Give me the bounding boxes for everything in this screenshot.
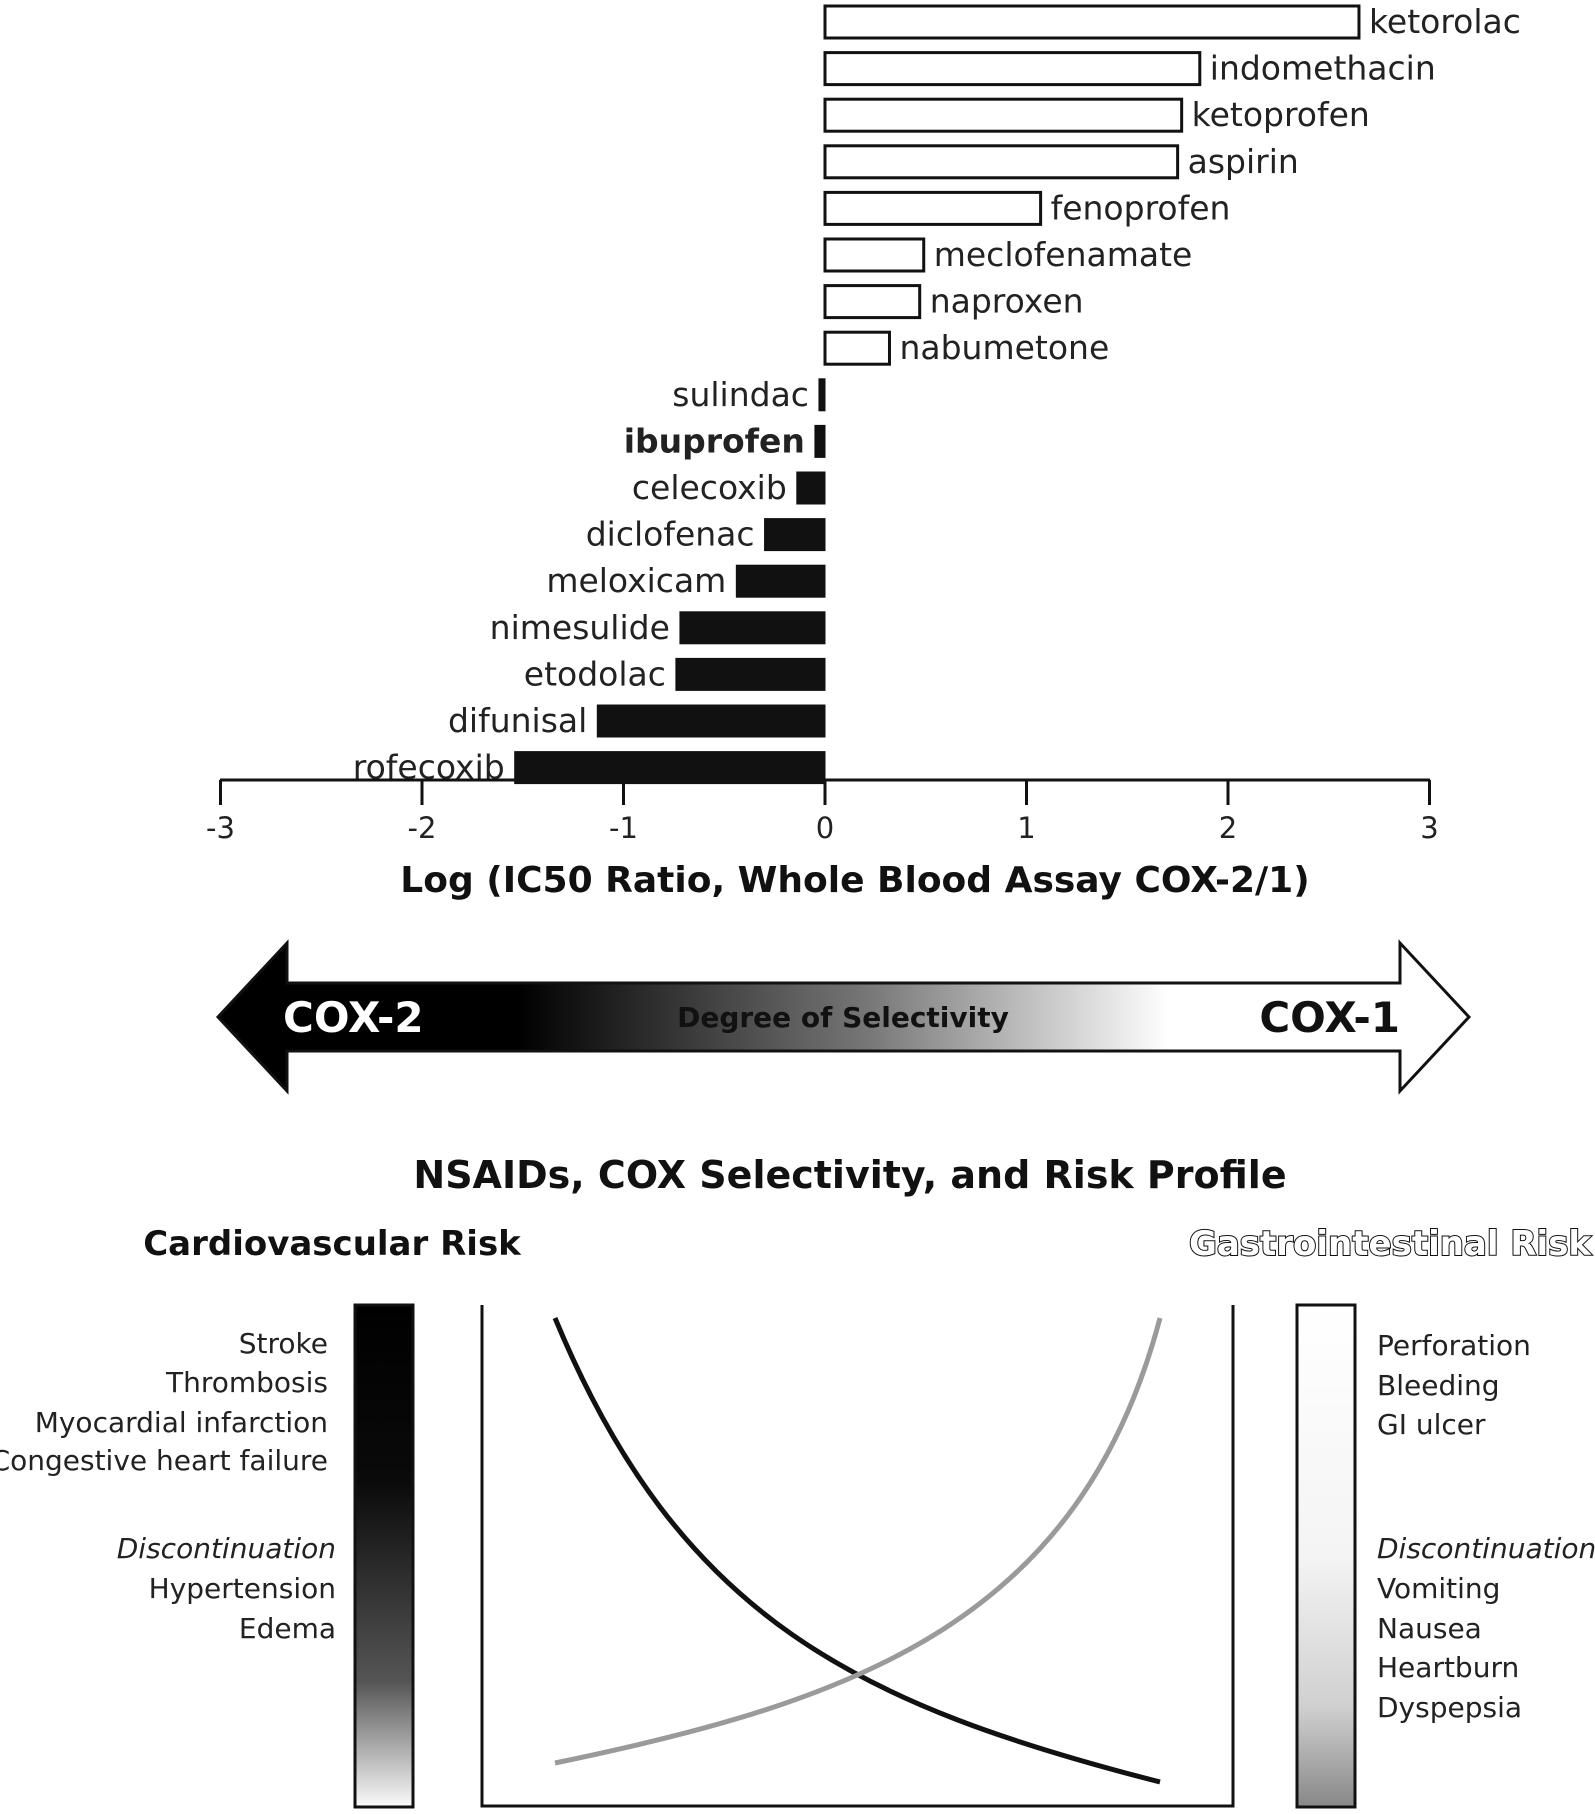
bar-label-meloxicam: meloxicam <box>546 561 726 600</box>
cox1-label: COX-1 <box>1259 993 1400 1042</box>
bar-label-fenoprofen: fenoprofen <box>1051 188 1231 227</box>
bar-celecoxib <box>796 471 826 505</box>
x-tick-label: -3 <box>206 811 235 845</box>
risk-panel-frame <box>480 1305 1235 1808</box>
gi-effect: Dyspepsia <box>1377 1691 1522 1724</box>
cardiovascular-effects: Stroke Thrombosis Myocardial infarction … <box>0 1327 336 1645</box>
bar-label-aspirin: aspirin <box>1188 142 1299 181</box>
cv-discontinuation-label: Discontinuation <box>117 1532 336 1565</box>
bar-nabumetone <box>823 330 891 366</box>
x-tick-label: -1 <box>609 811 638 845</box>
x-axis-title: Log (IC50 Ratio, Whole Blood Assay COX-2… <box>400 860 1309 901</box>
gi-effect: Perforation <box>1377 1329 1531 1362</box>
gi-effect: Nausea <box>1377 1612 1482 1645</box>
x-tick-label: 3 <box>1420 811 1438 845</box>
gi-effect: Vomiting <box>1377 1572 1500 1605</box>
bar-meclofenamate <box>823 237 926 273</box>
cv-effect: Thrombosis <box>165 1366 328 1399</box>
cardiovascular-risk-bar <box>353 1303 415 1809</box>
bar-fenoprofen <box>823 190 1043 226</box>
cv-effect: Myocardial infarction <box>35 1406 328 1439</box>
bar-label-naproxen: naproxen <box>930 282 1084 321</box>
cardiovascular-risk-heading: Cardiovascular Risk <box>143 1224 522 1264</box>
x-tick-label: 0 <box>816 811 834 845</box>
bar-label-sulindac: sulindac <box>672 375 809 414</box>
bar-rofecoxib <box>514 751 826 785</box>
bar-label-etodolac: etodolac <box>524 654 666 693</box>
risk-curves-panel <box>480 1305 1235 1808</box>
cv-effect: Edema <box>239 1612 336 1645</box>
selectivity-arrow: COX-2 Degree of Selectivity COX-1 <box>215 939 1472 1095</box>
gi-effect: Bleeding <box>1377 1369 1500 1402</box>
bar-ketoprofen <box>823 97 1184 133</box>
gi-effect: GI ulcer <box>1377 1408 1486 1441</box>
bar-ibuprofen <box>814 424 826 458</box>
selectivity-bar-chart: ketorolac indomethacin ketoprofen aspirin fe… <box>206 2 1521 901</box>
bar-label-nabumetone: nabumetone <box>899 328 1109 367</box>
bar-etodolac <box>675 657 826 691</box>
bar-indomethacin <box>823 51 1202 87</box>
cox2-label: COX-2 <box>283 993 424 1042</box>
bar-difunisal <box>596 704 826 738</box>
bar-naproxen <box>823 284 922 320</box>
gastrointestinal-risk-heading: Gastrointestinal Risk <box>1189 1224 1592 1264</box>
x-tick-label: -2 <box>408 811 437 845</box>
bar-label-difunisal: difunisal <box>448 701 587 740</box>
cv-effect: Stroke <box>239 1327 328 1360</box>
cardiovascular-risk-curve <box>552 1317 1161 1785</box>
risk-profile-title: NSAIDs, COX Selectivity, and Risk Profil… <box>413 1153 1286 1197</box>
x-tick-label: 1 <box>1017 811 1035 845</box>
bar-label-diclofenac: diclofenac <box>586 515 755 554</box>
degree-of-selectivity-label: Degree of Selectivity <box>677 1001 1009 1034</box>
bar-label-celecoxib: celecoxib <box>632 468 787 507</box>
bar-ketorolac <box>823 4 1361 40</box>
bar-sulindac <box>818 378 826 412</box>
bar-aspirin <box>823 144 1180 180</box>
bar-label-ibuprofen: ibuprofen <box>624 421 805 460</box>
gastrointestinal-risk-bar <box>1295 1303 1357 1809</box>
selectivity-arrow-shape <box>215 939 1472 1095</box>
bar-label-indomethacin: indomethacin <box>1210 49 1436 88</box>
bar-label-ketoprofen: ketoprofen <box>1192 95 1370 134</box>
gi-effect: Heartburn <box>1377 1651 1519 1684</box>
bar-diclofenac <box>764 518 826 552</box>
bar-label-nimesulide: nimesulide <box>490 608 670 647</box>
gastrointestinal-risk-curve <box>554 1317 1163 1766</box>
cv-effect: Congestive heart failure <box>0 1444 328 1477</box>
x-tick-label: 2 <box>1219 811 1237 845</box>
bar-nimesulide <box>679 611 826 645</box>
bar-meloxicam <box>735 564 826 598</box>
gastrointestinal-effects: Perforation Bleeding GI ulcer Discontinu… <box>1377 1329 1595 1724</box>
bar-label-meclofenamate: meclofenamate <box>934 235 1193 274</box>
gi-discontinuation-label: Discontinuation <box>1377 1532 1595 1565</box>
cv-effect: Hypertension <box>149 1572 336 1605</box>
bar-label-ketorolac: ketorolac <box>1369 2 1521 41</box>
